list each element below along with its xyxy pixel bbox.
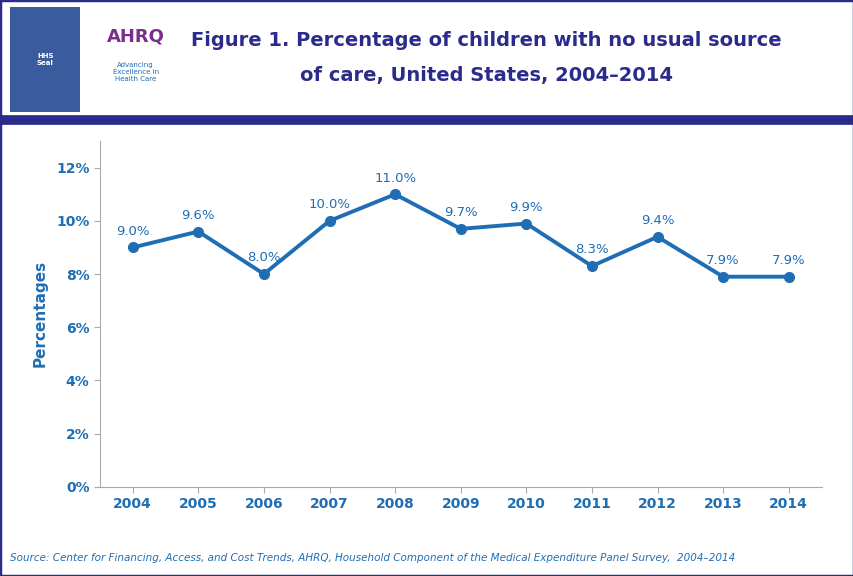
Text: 10.0%: 10.0% (308, 198, 350, 211)
Text: Figure 1. Percentage of children with no usual source: Figure 1. Percentage of children with no… (191, 31, 781, 50)
Text: 9.0%: 9.0% (116, 225, 149, 238)
Text: of care, United States, 2004–2014: of care, United States, 2004–2014 (300, 66, 672, 85)
Text: Source: Center for Financing, Access, and Cost Trends, AHRQ, Household Component: Source: Center for Financing, Access, an… (10, 554, 734, 563)
Text: 11.0%: 11.0% (374, 172, 415, 184)
Text: 9.9%: 9.9% (509, 201, 543, 214)
Text: 9.7%: 9.7% (444, 206, 477, 219)
Text: 7.9%: 7.9% (771, 254, 804, 267)
Y-axis label: Percentages: Percentages (32, 260, 48, 367)
Text: 9.4%: 9.4% (640, 214, 674, 227)
Text: HHS
Seal: HHS Seal (37, 53, 54, 66)
Bar (10, 7, 80, 112)
Text: 9.6%: 9.6% (182, 209, 215, 222)
Text: 8.3%: 8.3% (574, 243, 608, 256)
Text: AHRQ: AHRQ (107, 28, 165, 46)
Text: Advancing
Excellence in
Health Care: Advancing Excellence in Health Care (113, 62, 159, 82)
Text: 7.9%: 7.9% (705, 254, 739, 267)
Text: 8.0%: 8.0% (247, 251, 281, 264)
